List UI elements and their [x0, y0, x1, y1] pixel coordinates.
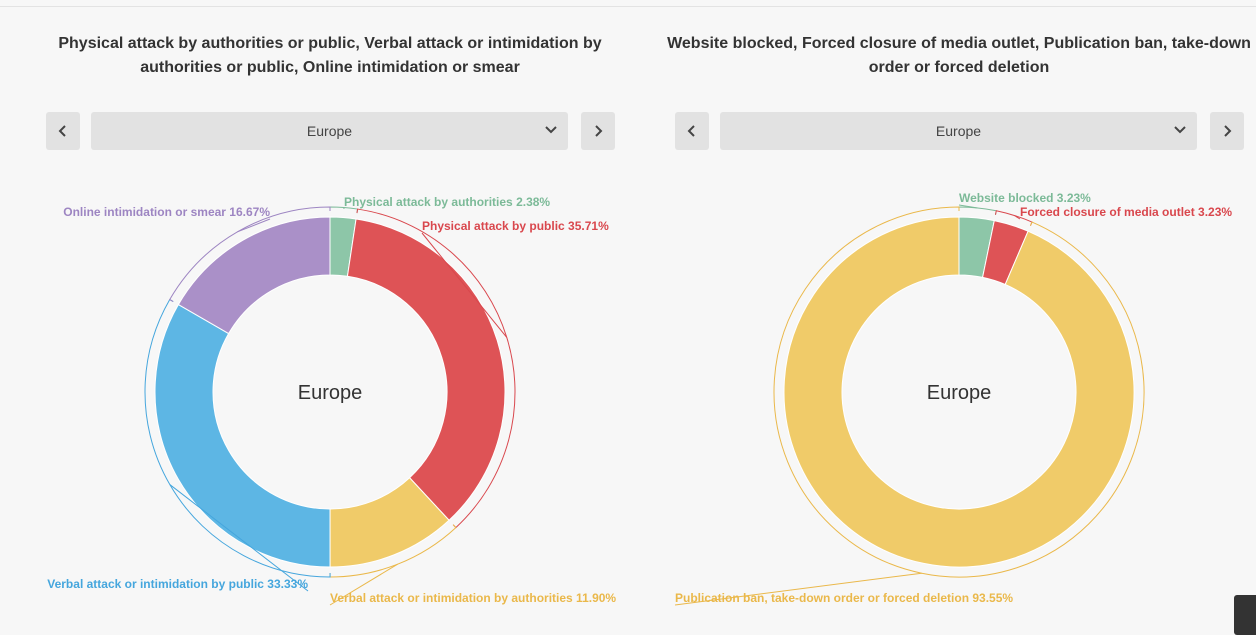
- donut-slice[interactable]: [347, 219, 505, 520]
- region-select-value: Europe: [936, 123, 981, 139]
- prev-region-button[interactable]: [46, 112, 80, 150]
- scroll-top-button[interactable]: [1234, 595, 1256, 635]
- chart-title: Physical attack by authorities or public…: [20, 32, 640, 80]
- next-region-button[interactable]: [1210, 112, 1244, 150]
- slice-label: Physical attack by public 35.71%: [422, 219, 609, 233]
- region-select-value: Europe: [307, 123, 352, 139]
- chevron-left-icon: [58, 125, 68, 137]
- slice-label: Verbal attack or intimidation by authori…: [330, 591, 616, 605]
- next-region-button[interactable]: [581, 112, 615, 150]
- donut-slice[interactable]: [155, 305, 330, 567]
- chart-title-line1: Physical attack by authorities or public…: [20, 32, 640, 56]
- chart-title-line2: authorities or public, Online intimidati…: [20, 56, 640, 80]
- chart-title: Website blocked, Forced closure of media…: [648, 32, 1256, 80]
- chevron-left-icon: [687, 125, 697, 137]
- donut-center-label: Europe: [927, 382, 992, 404]
- slice-label: Verbal attack or intimidation by public …: [47, 577, 308, 591]
- chart-title-line2: order or forced deletion: [648, 56, 1256, 80]
- donut-slice[interactable]: [178, 217, 330, 334]
- chevron-right-icon: [1222, 125, 1232, 137]
- chart-panel-right: Website blocked, Forced closure of media…: [628, 0, 1256, 626]
- slice-label: Online intimidation or smear 16.67%: [63, 205, 270, 219]
- donut-chart: Website blocked 3.23%Forced closure of m…: [628, 160, 1256, 620]
- donut-center-label: Europe: [298, 382, 363, 404]
- slice-label: Publication ban, take-down order or forc…: [675, 591, 1013, 605]
- donut-chart: Physical attack by authorities 2.38% Phys…: [0, 160, 628, 620]
- slice-label: Website blocked 3.23%: [959, 191, 1091, 205]
- chevron-right-icon: [593, 125, 603, 137]
- region-select[interactable]: Europe: [720, 112, 1197, 150]
- slice-label: Forced closure of media outlet 3.23%: [1020, 205, 1232, 219]
- chevron-down-icon: [544, 124, 558, 136]
- prev-region-button[interactable]: [675, 112, 709, 150]
- chart-panel-left: Physical attack by authorities or public…: [0, 0, 628, 626]
- chart-title-line1: Website blocked, Forced closure of media…: [648, 32, 1256, 56]
- chevron-down-icon: [1173, 124, 1187, 136]
- region-select[interactable]: Europe: [91, 112, 568, 150]
- slice-label: Physical attack by authorities 2.38%: [344, 195, 550, 209]
